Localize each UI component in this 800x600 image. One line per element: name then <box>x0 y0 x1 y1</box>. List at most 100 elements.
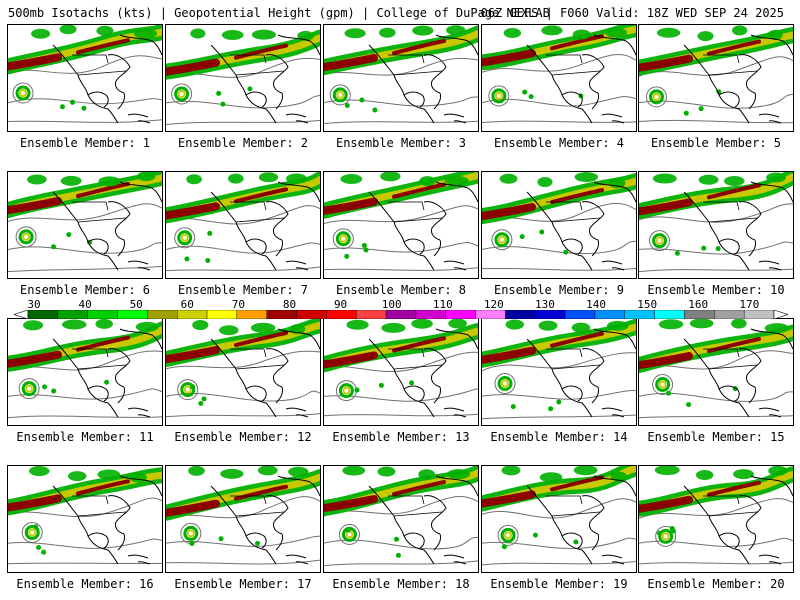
wind-patch <box>698 106 704 112</box>
wind-area <box>604 27 628 38</box>
height-contour <box>8 203 162 222</box>
coastline <box>683 34 793 124</box>
wind-area <box>68 471 87 482</box>
wind-patch <box>715 246 721 252</box>
wind-patch <box>216 90 222 96</box>
jet-core <box>76 182 130 199</box>
wind-area <box>652 173 677 184</box>
wind-area <box>574 172 599 183</box>
jet-core <box>8 53 62 71</box>
wind-area <box>381 322 406 333</box>
wind-area <box>135 321 159 332</box>
coastline <box>52 181 162 271</box>
jet-core <box>166 202 220 220</box>
wind-patch <box>674 250 680 256</box>
wind-area <box>133 28 158 39</box>
colorbar-swatch <box>654 310 685 319</box>
wind-area <box>288 466 309 477</box>
coastline <box>368 475 478 565</box>
wind-area <box>606 320 629 331</box>
ensemble-map-panel <box>481 24 637 132</box>
jet-core <box>550 188 604 205</box>
colorbar-tick-label: 80 <box>282 298 297 311</box>
wind-patch <box>532 532 538 538</box>
height-contour <box>482 120 636 124</box>
colorbar-swatch <box>266 310 297 319</box>
colorbar-swatch <box>57 310 88 319</box>
wind-area <box>61 319 87 330</box>
cyclone-core <box>339 234 348 243</box>
colorbar-swatch <box>326 310 357 319</box>
wind-area <box>446 469 471 480</box>
wind-area <box>377 466 396 477</box>
wind-area <box>573 466 598 476</box>
colorbar-swatch <box>117 310 148 319</box>
ensemble-map-panel <box>638 318 794 426</box>
ensemble-map-panel <box>165 318 321 426</box>
height-contour <box>8 98 162 105</box>
wind-area <box>27 174 47 185</box>
wind-area <box>31 28 51 39</box>
ensemble-map-panel <box>481 318 637 426</box>
wind-patch <box>686 402 692 408</box>
country-border <box>546 348 601 370</box>
country-border <box>230 348 285 370</box>
ensemble-member-label: Ensemble Member: 3 <box>335 136 467 150</box>
wind-patch <box>657 530 663 536</box>
wind-patch <box>359 97 365 103</box>
ensemble-member-label: Ensemble Member: 7 <box>177 283 309 297</box>
wind-patch <box>683 110 689 116</box>
wind-patch <box>220 101 226 107</box>
wind-patch <box>395 552 401 558</box>
height-contour <box>166 496 320 519</box>
coastline <box>368 328 478 418</box>
country-border <box>546 495 601 517</box>
ensemble-member-label: Ensemble Member: 12 <box>174 430 312 444</box>
ensemble-map-panel <box>638 465 794 573</box>
height-contour <box>639 498 793 519</box>
jet-core <box>324 495 378 513</box>
ensemble-map-panel <box>7 24 163 132</box>
cyclone-core <box>177 89 186 98</box>
country-border <box>388 201 443 223</box>
cyclone-contour <box>649 230 671 252</box>
jet-core <box>639 352 693 370</box>
wind-area <box>610 471 627 482</box>
colorbar-tick-label: 30 <box>27 298 41 311</box>
wind-area <box>733 469 754 480</box>
wind-patch <box>207 230 213 236</box>
jet-core <box>166 499 220 517</box>
cyclone-core <box>25 384 34 393</box>
height-contour <box>324 96 478 107</box>
wind-area <box>297 30 314 41</box>
wind-patch <box>573 539 579 545</box>
wind-area <box>59 25 77 35</box>
cyclone-contour <box>174 227 196 249</box>
wind-patch <box>539 229 545 235</box>
ensemble-map-panel <box>7 171 163 279</box>
wind-area <box>499 173 518 184</box>
country-border <box>388 348 443 370</box>
colorbar-tick-label: 40 <box>78 298 92 311</box>
height-contour <box>8 415 162 419</box>
wind-area <box>227 173 244 184</box>
wind-patch <box>51 244 57 250</box>
country-border <box>72 54 127 76</box>
wind-patch <box>41 549 47 555</box>
wind-area <box>129 472 147 483</box>
ensemble-map-panel <box>323 24 479 132</box>
wind-area <box>411 319 433 329</box>
jet-core <box>234 187 288 204</box>
header-run-info: 06Z GEFS | F060 Valid: 18Z WED SEP 24 20… <box>480 6 784 20</box>
wind-area <box>418 469 436 480</box>
colorbar-swatch <box>385 310 417 319</box>
wind-area <box>697 31 714 42</box>
cyclone-wind <box>180 382 196 398</box>
jet-core <box>166 346 220 364</box>
jet-core <box>482 203 536 221</box>
jet-core <box>639 495 693 513</box>
height-contour <box>166 266 320 272</box>
colorbar-swatch <box>87 310 118 319</box>
wind-area <box>767 29 783 40</box>
wind-area <box>538 320 558 331</box>
